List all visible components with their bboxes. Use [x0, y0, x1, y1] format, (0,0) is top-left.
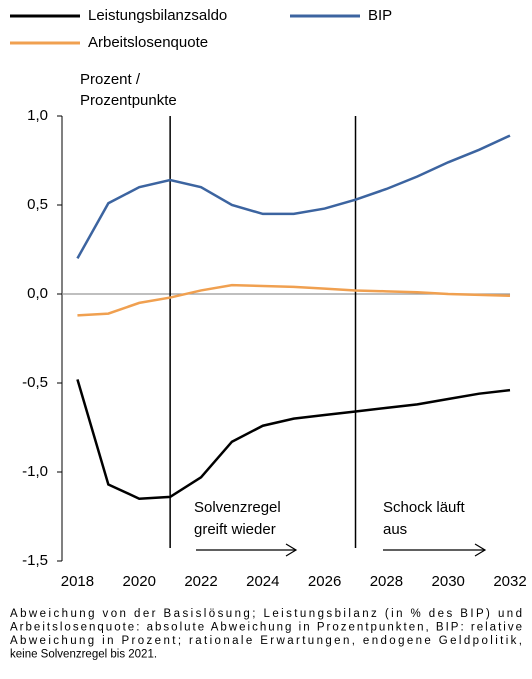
y-axis-label: Prozentpunkte	[80, 92, 177, 109]
x-tick-label: 2030	[432, 573, 465, 590]
footnote: Arbeitslosenquote: absolute Abweichung i…	[10, 622, 522, 634]
x-tick-label: 2018	[61, 573, 94, 590]
y-tick-label: 0,5	[27, 196, 48, 213]
annotation: Solvenzregel	[194, 499, 281, 516]
x-tick-label: 2022	[184, 573, 217, 590]
y-axis-label: Prozent /	[80, 71, 141, 88]
legend-label: BIP	[368, 7, 392, 24]
x-tick-label: 2020	[123, 573, 156, 590]
x-tick-label: 2032	[493, 573, 526, 590]
x-tick-label: 2026	[308, 573, 341, 590]
footnote: keine Solvenzregel bis 2021.	[10, 649, 157, 661]
x-tick-label: 2024	[246, 573, 279, 590]
annotation: aus	[383, 521, 407, 538]
legend-label: Leistungsbilanzsaldo	[88, 7, 227, 24]
y-tick-label: 0,0	[27, 285, 48, 302]
series-line	[77, 283, 511, 317]
series-line	[76, 379, 511, 500]
footnote: Abweichung in Prozent; rationale Erwartu…	[10, 635, 522, 647]
legend-label: Arbeitslosenquote	[88, 34, 208, 51]
x-tick-label: 2028	[370, 573, 403, 590]
arrows	[196, 543, 487, 557]
y-tick-label: 1,0	[27, 107, 48, 124]
y-tick-label: -1,0	[22, 463, 48, 480]
y-tick-label: -0,5	[22, 374, 48, 391]
annotation: greift wieder	[194, 521, 276, 538]
annotation: Schock läuft	[383, 499, 466, 516]
footnote: Abweichung von der Basislösung; Leistung…	[10, 608, 522, 620]
series-line	[76, 134, 511, 260]
y-tick-label: -1,5	[22, 552, 48, 569]
